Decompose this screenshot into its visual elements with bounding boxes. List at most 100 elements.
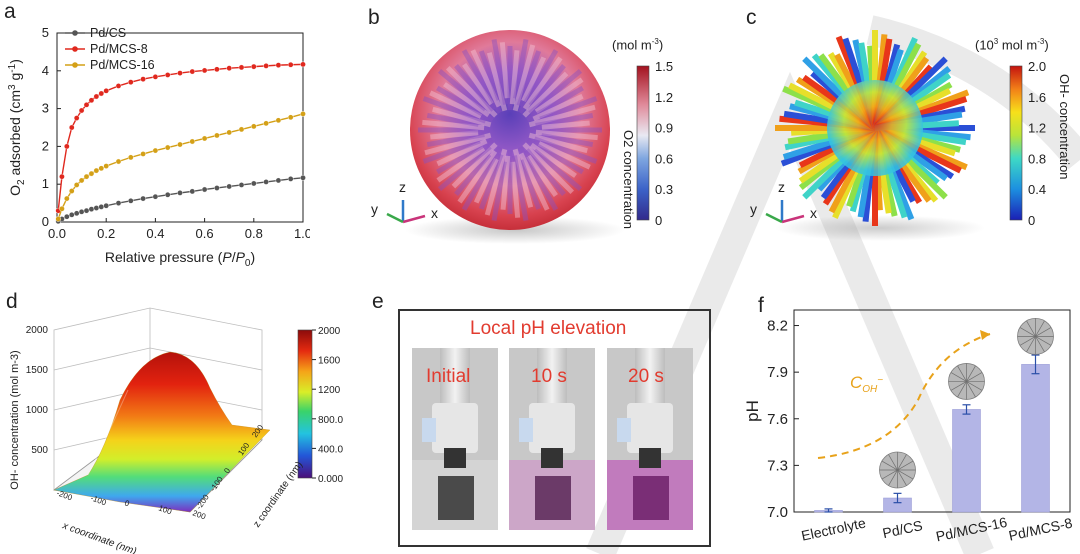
- pore-channel: [437, 68, 488, 112]
- axis-y-c: y: [750, 201, 757, 217]
- data-point: [127, 198, 134, 204]
- sphere-pore-line: [897, 469, 914, 480]
- pore-channel: [529, 142, 577, 178]
- data-point: [300, 61, 306, 68]
- frame-label-10s: 10 s: [531, 366, 567, 387]
- pore-channel: [522, 142, 574, 194]
- colorbar-tick-label: 0.8: [1028, 151, 1046, 166]
- panel-label-d: d: [6, 290, 18, 313]
- electrode: [438, 476, 474, 520]
- pore-channel: [512, 155, 529, 222]
- data-point: [127, 154, 134, 161]
- data-point: [59, 205, 65, 212]
- electrode-holder: [537, 348, 567, 408]
- data-point: [201, 186, 208, 193]
- data-point: [238, 182, 245, 188]
- data-point: [115, 158, 122, 165]
- o2-colorbar-ticks: 1.5 1.2 0.9 0.6 0.3 0: [655, 59, 673, 228]
- colorbar-tick-label: 400.0: [318, 444, 343, 455]
- pore-channel: [522, 56, 563, 111]
- pore-channel: [518, 152, 550, 211]
- data-point: [226, 183, 232, 190]
- legend-label: Pd/CS: [90, 26, 126, 40]
- sphere-pore-line: [1035, 336, 1052, 346]
- sphere-pore-line: [1026, 320, 1036, 337]
- frame-label-initial: Initial: [426, 366, 471, 387]
- data-point: [275, 177, 282, 184]
- pore-channel: [486, 52, 508, 112]
- data-point: [226, 65, 232, 71]
- axis-x-b: x: [431, 205, 438, 221]
- data-point: [73, 210, 80, 217]
- data-point: [214, 66, 220, 73]
- bar: [952, 409, 981, 513]
- y-tick-label-f: 7.9: [767, 364, 788, 381]
- chart-a: 0.0 0.2 0.4 0.6 0.8 1.0 0 1 2 3 4 5 Relative pressur…: [7, 25, 310, 269]
- data-point: [300, 174, 306, 181]
- pore-channel: [437, 144, 492, 192]
- photo-illustrations: [412, 348, 693, 530]
- pore-channel: [424, 132, 492, 156]
- panel-label-a: a: [4, 0, 16, 23]
- oh-surface: [53, 351, 271, 513]
- pore-channel: [426, 112, 479, 127]
- electrode: [633, 476, 669, 520]
- cell-cap: [529, 403, 575, 453]
- o2-sphere: [410, 30, 610, 230]
- pore-channel: [534, 77, 584, 114]
- data-point: [55, 216, 62, 222]
- legend-marker: [72, 46, 78, 52]
- y-tick-label: 0: [222, 466, 232, 475]
- data-point: [189, 68, 196, 75]
- sphere-pore-line: [1019, 336, 1036, 346]
- z-axis-label-d: OH- concentration (mol m-3): [9, 350, 21, 489]
- sphere-pore-line: [966, 372, 983, 382]
- o2-colorbar: [636, 65, 650, 221]
- legend-marker: [72, 62, 78, 68]
- pore-channel: [518, 159, 542, 210]
- oh-sphere-simulation: 2.0 1.6 1.2 0.8 0.4 0 z x y: [750, 30, 1046, 241]
- y-tick-label-a: 0: [42, 214, 49, 229]
- pore-channel: [443, 82, 491, 118]
- data-point: [140, 195, 146, 202]
- y-tick-label-f: 7.6: [767, 411, 788, 428]
- sphere-pore-line: [1035, 320, 1045, 337]
- data-point: [68, 188, 75, 194]
- pore-channel: [478, 50, 502, 101]
- data-point: [275, 117, 282, 124]
- pore-channel: [526, 137, 584, 175]
- x-tick-label-a: 0.6: [196, 226, 214, 241]
- pore-channel: [528, 64, 566, 108]
- colorbar-tick-label: 0.000: [318, 474, 343, 485]
- data-point: [177, 190, 183, 196]
- pore-channel: [526, 85, 584, 123]
- data-point: [250, 180, 257, 187]
- data-point: [68, 212, 75, 218]
- sphere-pore-line: [1026, 336, 1036, 353]
- pore-channel: [432, 106, 492, 128]
- series-line-2: [57, 113, 304, 220]
- oh-sphere-core: [827, 80, 923, 176]
- colorbar-tick-label: 2.0: [1028, 59, 1046, 74]
- pore-channel: [461, 49, 503, 114]
- sphere-pore-line: [966, 365, 976, 382]
- x-tick-label: 0: [123, 498, 131, 508]
- z-tick-label: 1500: [26, 365, 49, 376]
- pore-channel: [436, 137, 494, 175]
- data-point: [78, 208, 85, 215]
- data-point: [263, 63, 269, 69]
- data-point: [127, 79, 134, 85]
- data-point: [59, 173, 65, 180]
- pore-channel: [512, 148, 534, 208]
- pore-channel: [526, 154, 558, 197]
- panel-label-b: b: [368, 6, 380, 29]
- sphere-pore-line: [966, 381, 976, 398]
- pore-channel: [541, 133, 594, 148]
- x-tick-label: 200: [191, 508, 207, 521]
- z-tick-label: 1000: [26, 405, 49, 416]
- pore-channel: [500, 155, 511, 210]
- data-point: [152, 74, 159, 80]
- data-point: [164, 144, 171, 151]
- pore-channel: [541, 120, 590, 130]
- data-point: [287, 176, 294, 182]
